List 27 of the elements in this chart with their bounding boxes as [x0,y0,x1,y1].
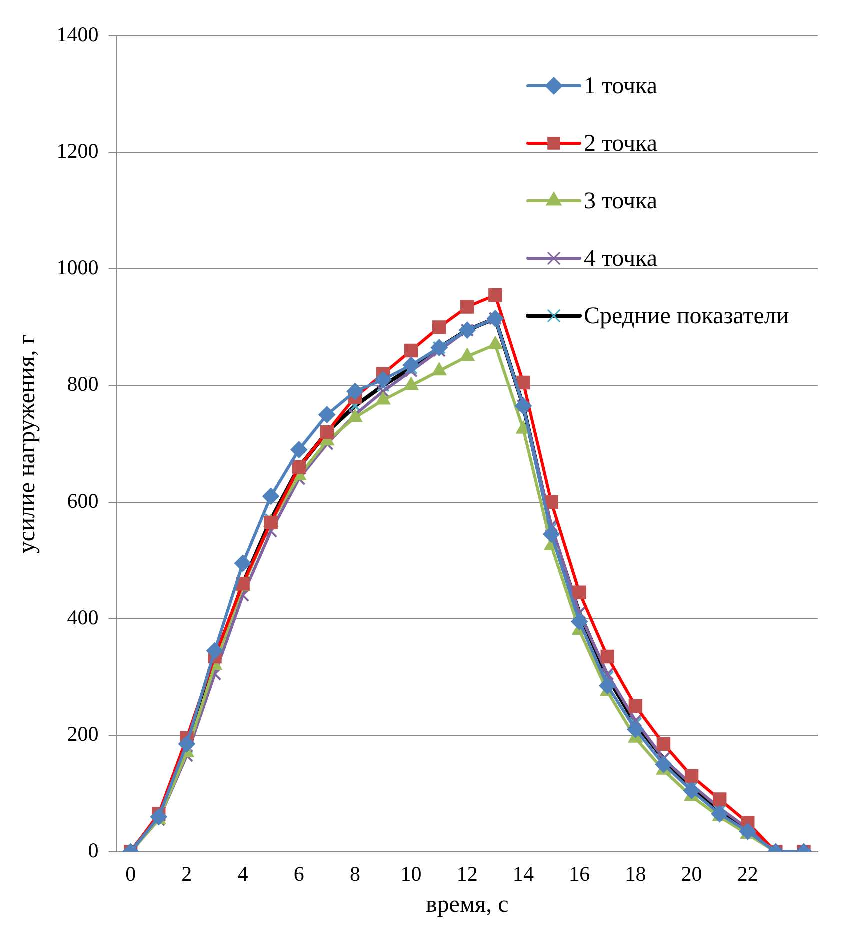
x-tick-label: 4 [238,862,249,886]
x-tick-label: 0 [126,862,136,886]
y-axis-title: усилие нагружения, г [14,334,41,554]
x-tick-label: 8 [350,862,360,886]
y-tick-label: 800 [67,372,99,396]
y-tick-label: 400 [67,605,99,630]
legend-label: 4 точка [584,246,658,272]
legend-label: Средние показатели [584,303,790,330]
x-tick-label: 16 [569,862,590,886]
x-tick-label: 18 [625,862,646,886]
legend-label: 1 точка [584,73,658,100]
y-tick-label: 0 [88,838,99,863]
y-tick-label: 1200 [56,139,99,164]
x-tick-label: 14 [512,862,534,886]
legend-label: 3 точка [584,188,658,214]
y-tick-label: 200 [67,722,99,746]
x-tick-label: 10 [400,862,422,886]
x-tick-label: 6 [294,862,304,886]
legend-label: 2 точка [584,130,658,157]
x-axis-title: время, с [426,892,509,918]
x-tick-label: 22 [737,862,758,886]
y-tick-label: 1400 [56,22,99,47]
x-tick-label: 12 [456,862,478,886]
x-tick-label: 2 [182,862,192,886]
y-tick-label: 600 [67,488,99,513]
y-tick-label: 1000 [56,256,99,280]
x-tick-label: 20 [681,862,702,886]
